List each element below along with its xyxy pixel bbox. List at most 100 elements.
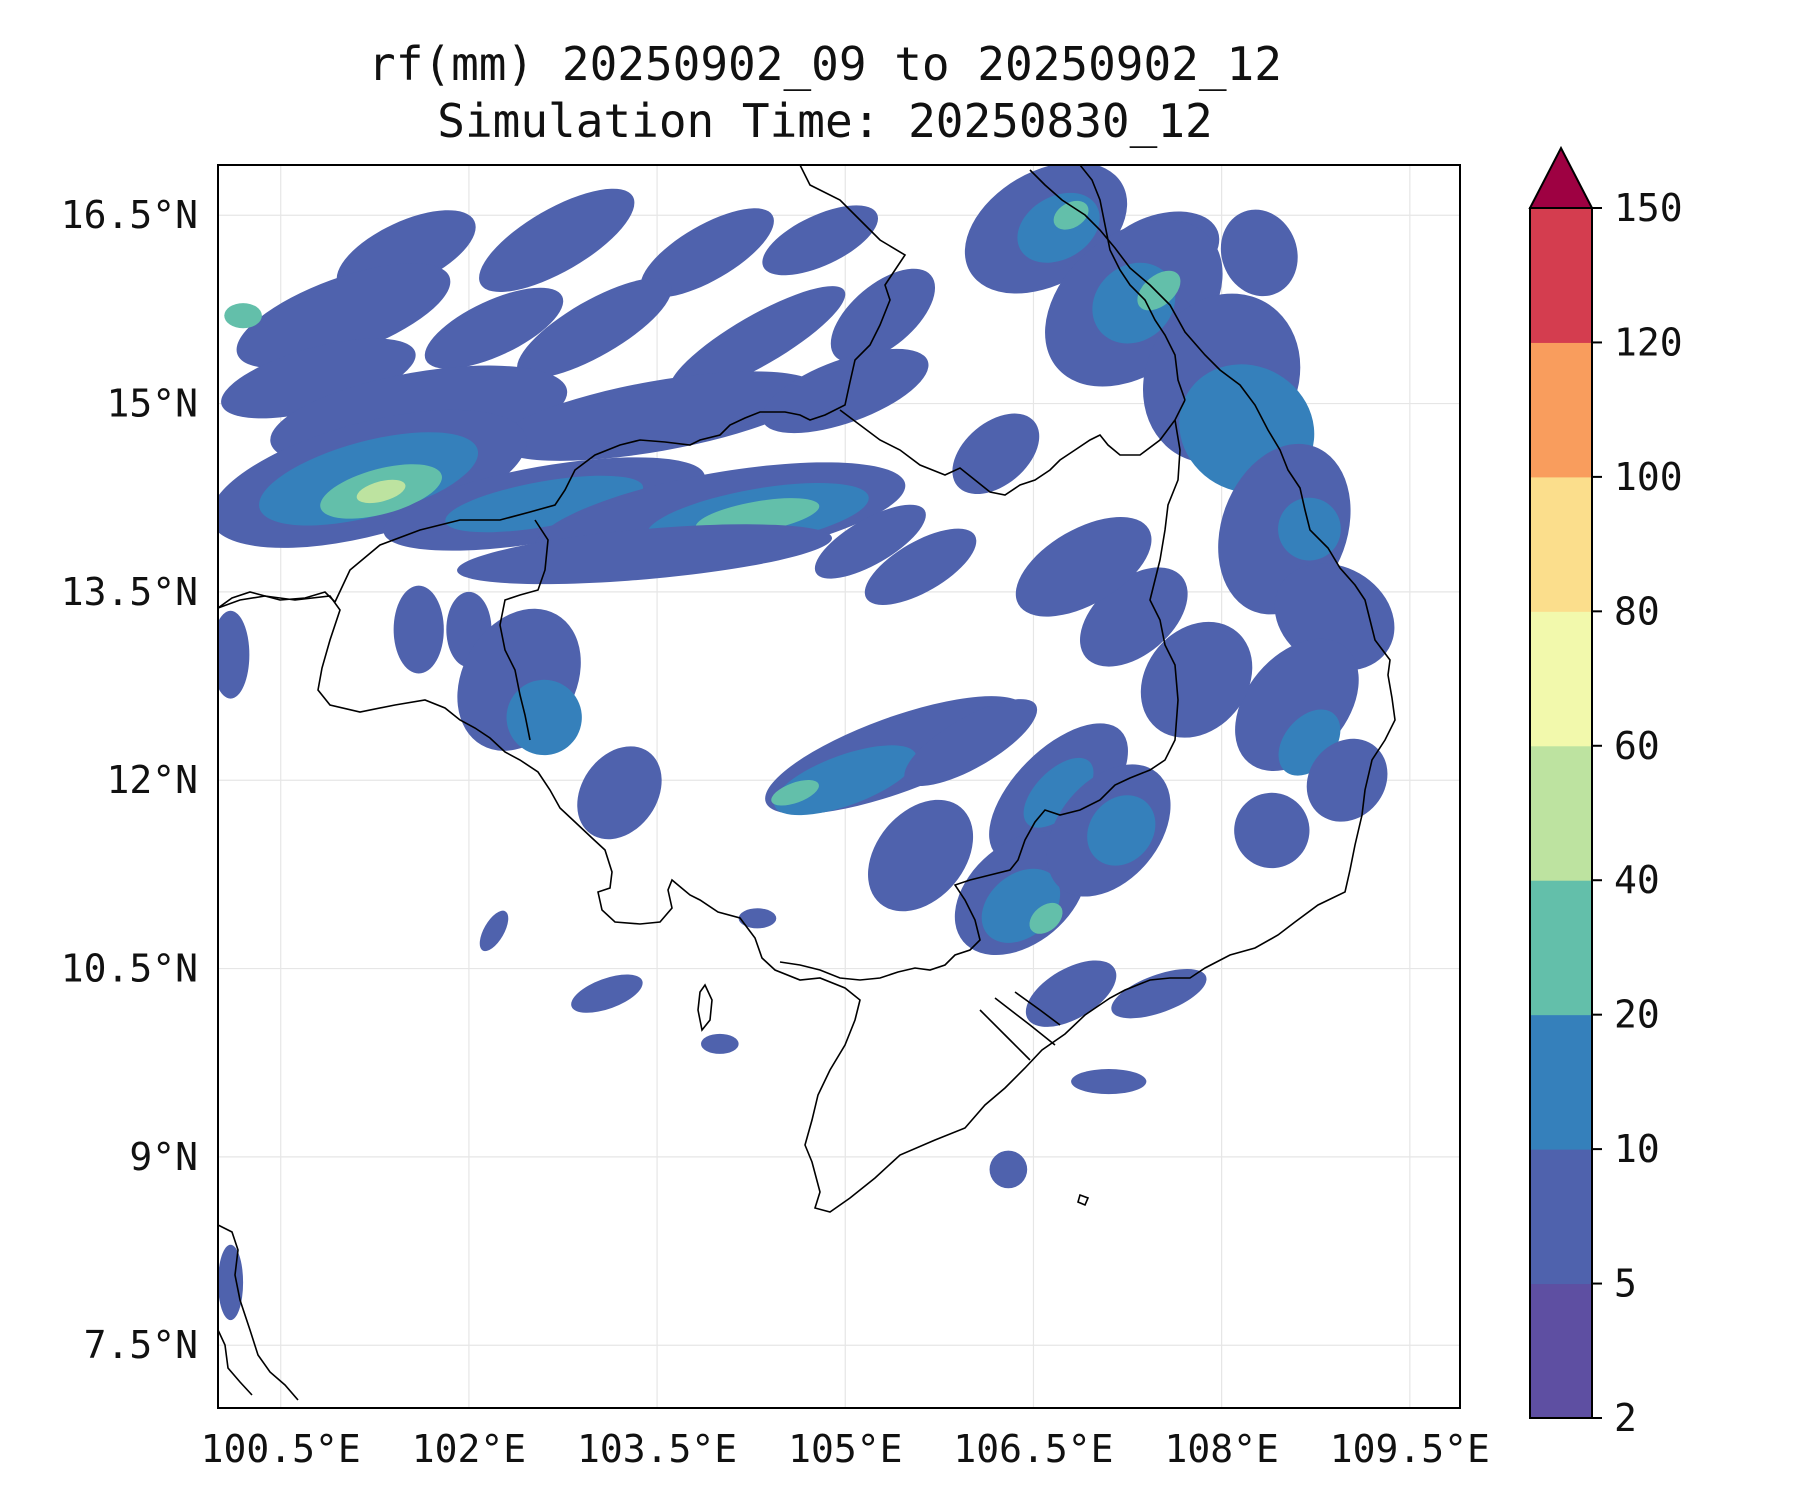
rainfall-area — [221, 338, 416, 419]
rainfall-area — [517, 278, 672, 379]
thailand-east-border — [218, 591, 336, 609]
colorbar-tick-label: 5 — [1614, 1262, 1637, 1306]
rainfall-area — [701, 1033, 739, 1054]
colorbar-segment — [1530, 476, 1592, 612]
rainfall-area — [864, 528, 977, 605]
con-dao-island — [1077, 1193, 1090, 1207]
lat-tick-label: 9°N — [129, 1135, 198, 1179]
rainfall-area — [1053, 200, 1089, 230]
rainfall-area — [952, 413, 1040, 495]
rainfall-area — [479, 188, 635, 292]
colorbar-tick-label: 100 — [1614, 455, 1683, 499]
thai-laos-border — [334, 165, 907, 603]
rainfall-area — [774, 745, 917, 816]
colorbar-tick-label: 80 — [1614, 589, 1660, 633]
rainfall-area — [989, 1150, 1028, 1189]
colorbar — [1528, 145, 1594, 1419]
rainfall-area — [1137, 270, 1181, 311]
rainfall-area — [1029, 902, 1063, 934]
rainfall-area — [868, 799, 974, 912]
rainfall-area — [1071, 1069, 1147, 1095]
rainfall-area — [1025, 960, 1117, 1027]
rainfall-area — [771, 780, 819, 806]
rainfall-area — [496, 371, 818, 461]
rainfall-area — [457, 524, 833, 585]
colorbar-tick-label: 10 — [1614, 1127, 1660, 1171]
rainfall-area — [1087, 795, 1156, 866]
colorbar-tick-label: 60 — [1614, 724, 1660, 768]
rainfall-area — [640, 208, 774, 298]
rainfall-area — [1015, 516, 1152, 617]
rainfall-area — [1234, 792, 1310, 869]
rainfall-area — [224, 303, 262, 329]
colorbar-segment — [1530, 880, 1592, 1016]
rainfall-area — [571, 974, 643, 1013]
plot-title: rf(mm) 20250902_09 to 20250902_12 — [368, 37, 1282, 91]
rainfall-area — [762, 205, 879, 276]
lat-tick-label: 15°N — [106, 382, 198, 426]
colorbar-ticks: 2 5 10 20 40 60 80 100 120 150 — [1592, 186, 1683, 1440]
lat-tick-label: 7.5°N — [84, 1323, 198, 1367]
lon-tick-label: 105°E — [788, 1427, 902, 1471]
map-frame — [217, 164, 1461, 1409]
lon-tick-label: 106.5°E — [953, 1427, 1113, 1471]
colorbar-tick-label: 20 — [1614, 993, 1660, 1037]
laos-vietnam-border — [1079, 165, 1186, 401]
cambodia-laos-border — [839, 399, 1186, 496]
rainfall-area — [814, 504, 926, 579]
rainfall-area — [218, 1244, 244, 1321]
colorbar-tick-label: 150 — [1614, 186, 1683, 230]
colorbar-segment — [1530, 611, 1592, 747]
rainfall-area — [669, 286, 846, 396]
lat-tick-label: 13.5°N — [61, 570, 198, 614]
lon-tick-label: 108°E — [1164, 1427, 1278, 1471]
cambodia-vietnam-border — [779, 419, 1181, 981]
colorbar-tick-label: 120 — [1614, 320, 1683, 364]
malay-peninsula-east — [218, 1329, 253, 1396]
colorbar-tick-label: 2 — [1614, 1396, 1637, 1440]
latitude-ticks: 16.5°N 15°N 13.5°N 12°N 10.5°N 9°N 7.5°N — [61, 193, 198, 1367]
lat-tick-label: 12°N — [106, 758, 198, 802]
rainfall-area — [506, 679, 582, 756]
lon-tick-label: 100.5°E — [201, 1427, 361, 1471]
coastline-and-borders — [218, 165, 1396, 1401]
mainland-coastline — [218, 169, 1396, 1213]
lat-tick-label: 10.5°N — [61, 947, 198, 991]
rainfall-area — [424, 287, 564, 369]
colorbar-segment — [1530, 1283, 1592, 1419]
rainfall-area — [1306, 738, 1388, 822]
rainfall-area — [356, 479, 406, 504]
plot-subtitle: Simulation Time: 20250830_12 — [437, 94, 1213, 148]
rainfall-area — [1111, 969, 1207, 1019]
colorbar-frame — [1529, 207, 1593, 1419]
rainfall-area — [445, 475, 644, 533]
rainfall-area — [904, 699, 1038, 787]
mekong-channel-2 — [994, 997, 1056, 1046]
rainfall-area — [1220, 209, 1298, 297]
rainfall-area — [577, 746, 662, 840]
colorbar-extend-arrow — [1528, 145, 1594, 209]
colorbar-segment — [1530, 1014, 1592, 1150]
rainfall-area — [218, 610, 250, 699]
lon-tick-label: 103.5°E — [577, 1427, 737, 1471]
rainfall-area — [479, 910, 509, 952]
colorbar-tick-label: 40 — [1614, 858, 1660, 902]
colorbar-segment — [1530, 745, 1592, 881]
mekong-channel-1 — [979, 1009, 1031, 1061]
lon-tick-label: 102°E — [412, 1427, 526, 1471]
rainfall-area — [236, 263, 451, 369]
colorbar-segment — [1530, 1149, 1592, 1285]
colorbar-segment — [1530, 208, 1592, 343]
rainfall-area — [738, 908, 777, 929]
rainfall-area — [1023, 757, 1094, 828]
phu-quoc-island — [697, 983, 713, 1032]
longitude-ticks: 100.5°E 102°E 103.5°E 105°E 106.5°E 108°E 109.… — [201, 1427, 1490, 1471]
mekong-channel-3 — [1014, 991, 1061, 1026]
malay-peninsula-west — [218, 1224, 299, 1401]
cambodia-thai-border — [499, 519, 549, 741]
rainfall-area — [762, 348, 929, 434]
lon-tick-label: 109.5°E — [1330, 1427, 1490, 1471]
rainfall-area — [393, 585, 444, 674]
